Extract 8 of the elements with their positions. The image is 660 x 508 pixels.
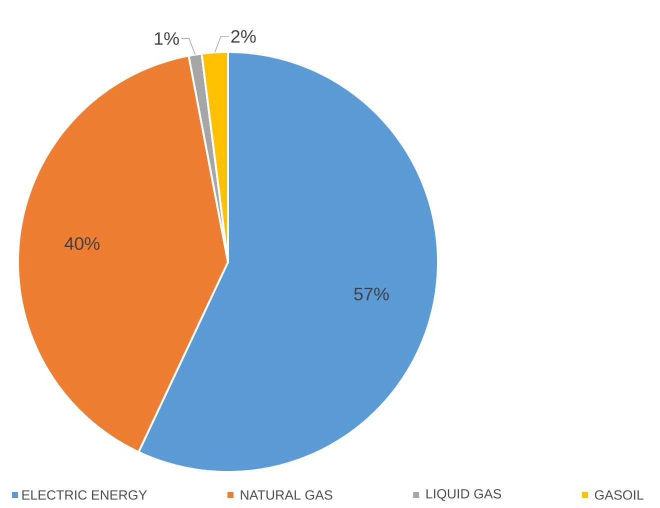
legend-label: NATURAL GAS [240,490,332,500]
legend-label: ELECTRIC ENERGY [22,490,147,500]
data-label: 40% [64,237,100,250]
legend-label: LIQUID GAS [426,489,502,501]
legend-label: GASOIL [594,490,644,500]
data-label: 1% [154,32,179,45]
data-label: 57% [354,288,389,300]
data-label: 2% [231,30,256,43]
